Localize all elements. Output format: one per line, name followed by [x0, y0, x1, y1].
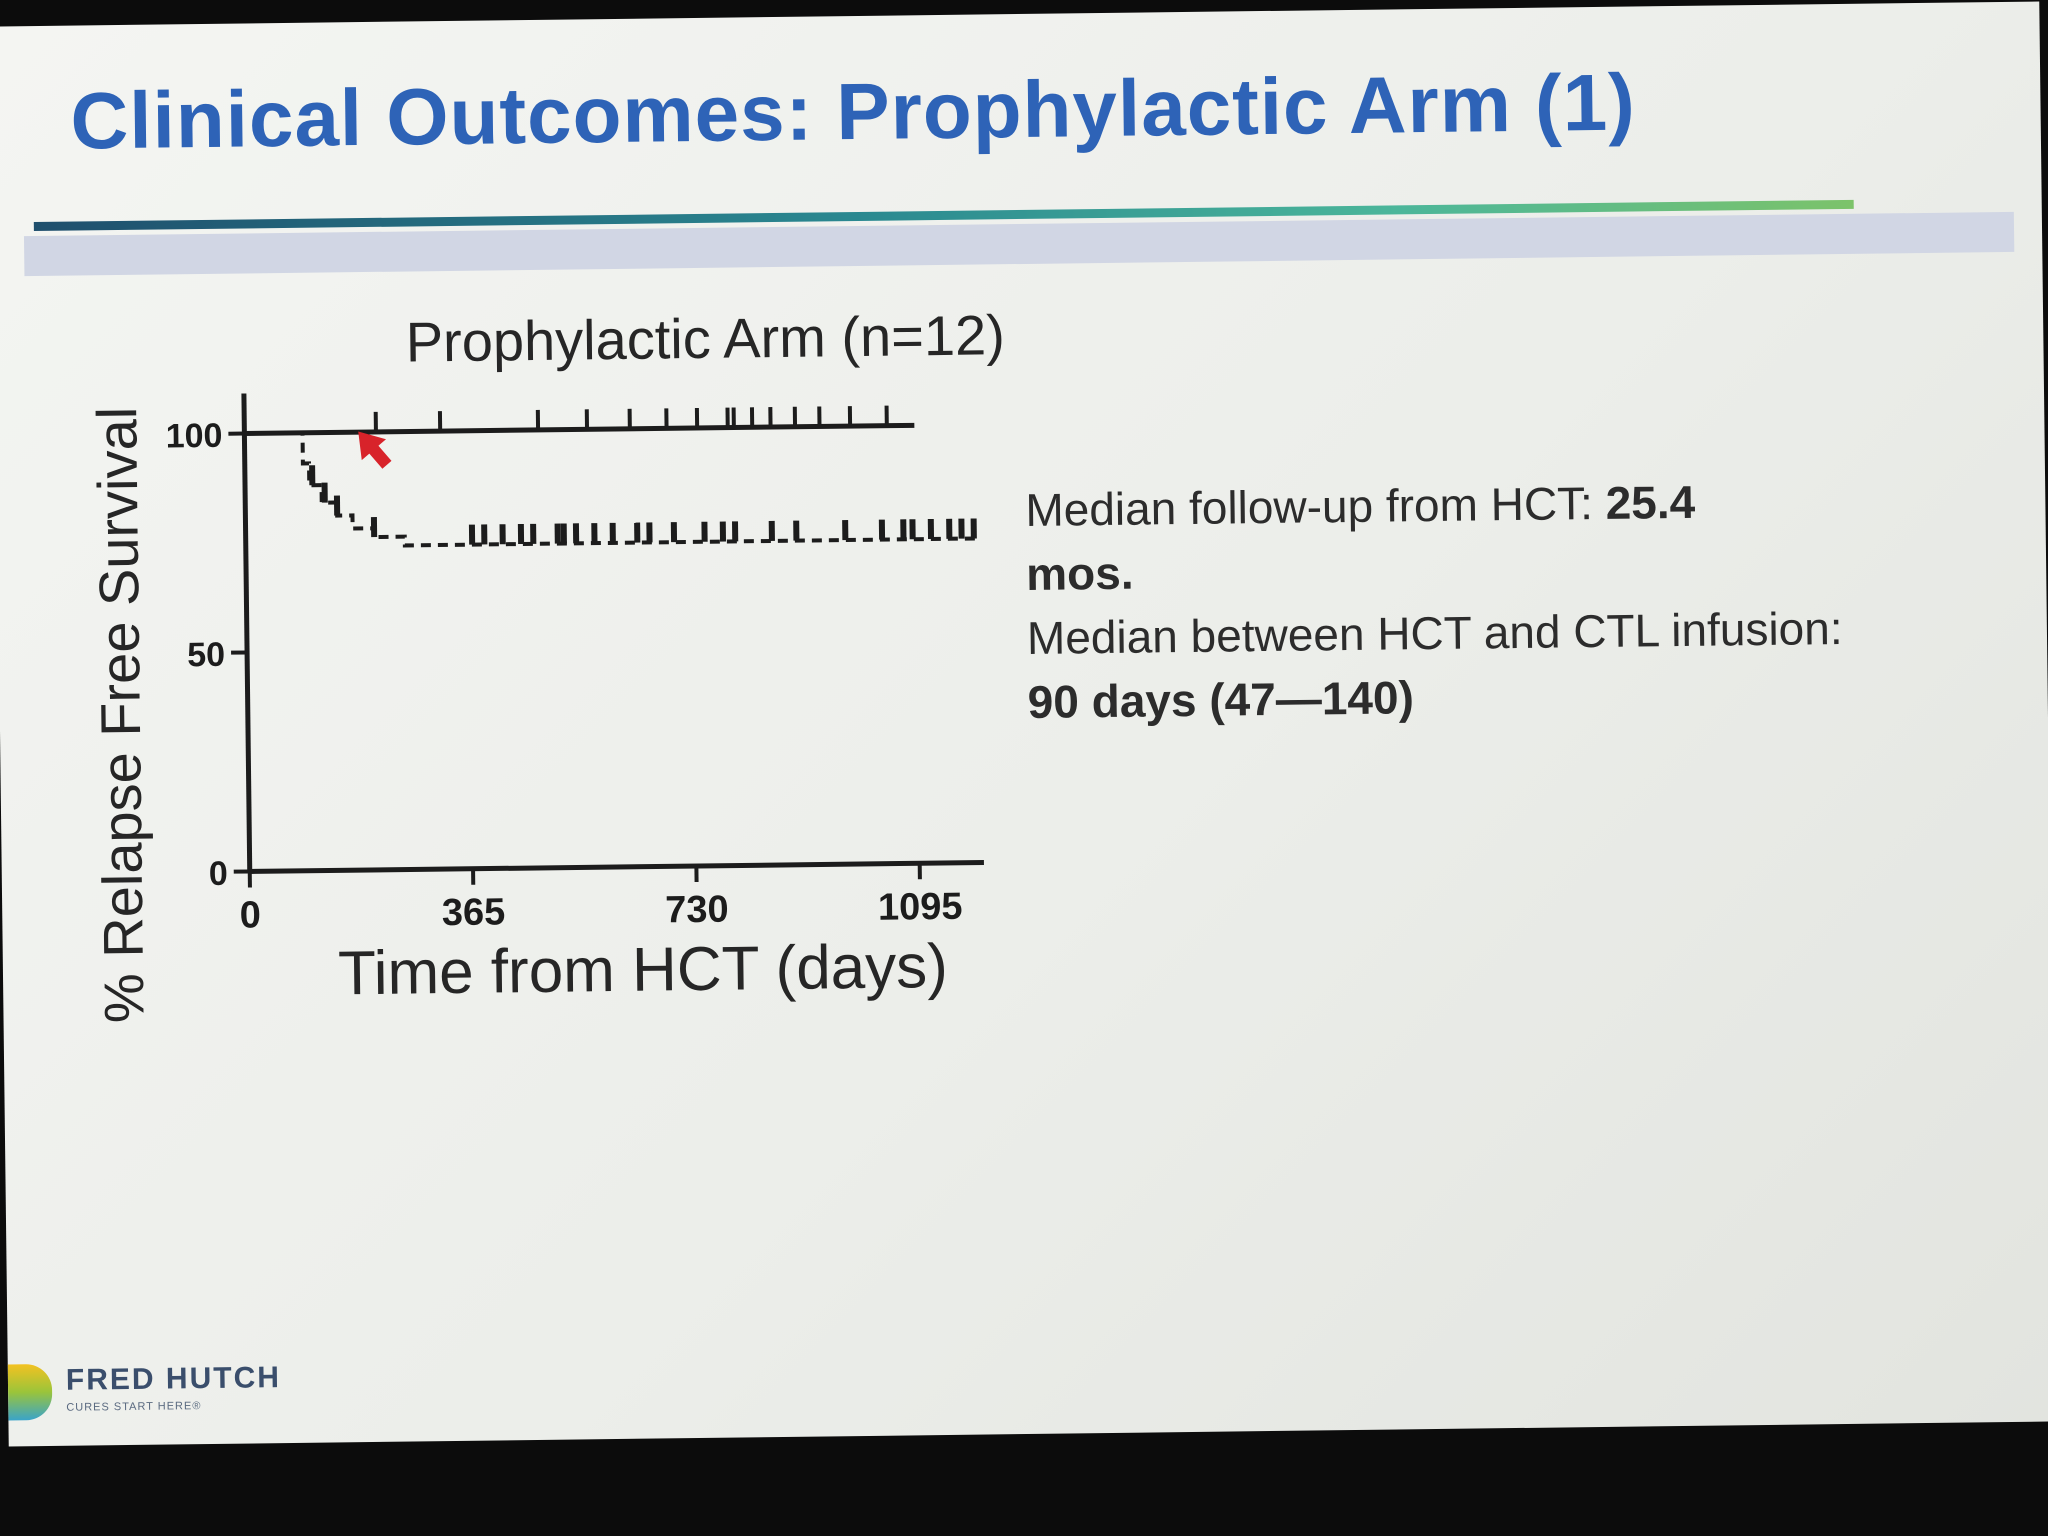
y-axis-line: [241, 393, 253, 872]
km-chart: Prophylactic Arm (n=12) % Relapse Free S…: [85, 303, 1005, 1024]
y-axis-label: % Relapse Free Survival: [85, 407, 156, 1024]
logo-tagline: CURES START HERE®: [66, 1400, 202, 1414]
info-line-1-unit: mos.: [1025, 546, 1134, 600]
series: [244, 422, 979, 548]
fred-hutch-logo: FRED HUTCH CURES START HERE®: [7, 1353, 309, 1437]
fred-hutch-logo-icon: [7, 1363, 53, 1421]
info-line-2: Median between HCT and CTL infusion: 90 …: [1027, 596, 1849, 734]
info-line-1-text: Median follow-up from HCT:: [1025, 476, 1606, 536]
x-tick-label-1095: 1095: [878, 886, 963, 929]
info-line-2-value: 90 days (47—140): [1027, 671, 1415, 728]
y-tick-label-100: 100: [165, 417, 222, 456]
y-tick-label-0: 0: [209, 855, 228, 893]
red-arrow-icon: [358, 431, 392, 469]
info-line-1: Median follow-up from HCT: 25.4 mos.: [1025, 468, 1847, 606]
info-line-2-text: Median between HCT and CTL infusion:: [1026, 601, 1843, 664]
info-text: Median follow-up from HCT: 25.4 mos. Med…: [1025, 468, 1848, 734]
logo-name: FRED HUTCH: [65, 1361, 282, 1397]
chart-title: Prophylactic Arm (n=12): [405, 303, 1005, 373]
slide: Clinical Outcomes: Prophylactic Arm (1) …: [0, 1, 2048, 1447]
axes: 0 365 730 1095 0 50 100: [165, 393, 984, 937]
red-arrow-marker-1: [358, 431, 392, 469]
x-axis-label: Time from HCT (days): [338, 932, 949, 1008]
x-tick-label-0: 0: [239, 894, 261, 936]
x-tick-label-730: 730: [665, 889, 729, 932]
x-tick-label-365: 365: [442, 891, 506, 934]
annotations: [358, 431, 392, 469]
x-axis-line: [249, 859, 984, 874]
info-line-1-value: 25.4: [1605, 475, 1696, 529]
series-1-curve: [244, 422, 915, 437]
y-tick-label-50: 50: [187, 636, 225, 674]
censor-marks: [309, 405, 977, 545]
